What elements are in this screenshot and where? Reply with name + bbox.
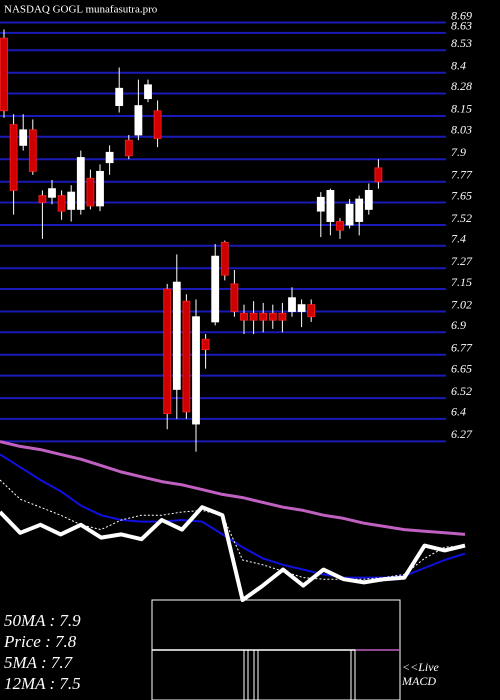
y-tick-label: 7.65: [451, 188, 472, 202]
y-tick-label: 7.4: [451, 232, 466, 246]
candle-body: [288, 297, 296, 312]
candle-body: [124, 139, 133, 157]
y-tick-label: 6.4: [451, 405, 466, 419]
stat: 5MA : 7.7: [4, 653, 74, 672]
y-tick-label: 8.28: [451, 79, 472, 93]
candle-body: [326, 189, 335, 222]
candle-body: [336, 221, 344, 231]
chart-title: NASDAQ GOGL munafasutra.pro: [4, 4, 158, 16]
y-tick-label: 7.52: [451, 211, 472, 225]
y-tick-label: 7.77: [451, 167, 473, 181]
candle-body: [76, 157, 85, 210]
candle-body: [163, 288, 172, 415]
y-tick-label: 7.27: [451, 254, 473, 268]
candle-body: [172, 281, 181, 390]
candle-body: [19, 129, 28, 146]
candle-body: [182, 300, 191, 413]
candle-body: [364, 189, 373, 210]
macd-label: <<Live: [402, 660, 440, 674]
y-tick-label: 7.15: [451, 275, 472, 289]
candle-body: [278, 312, 287, 321]
candle-body: [230, 283, 239, 312]
macd-box: [151, 599, 401, 700]
indicator-line: [0, 440, 466, 536]
y-tick-label: 6.77: [451, 341, 473, 355]
candle-body: [38, 195, 47, 203]
y-tick-label: 8.4: [451, 58, 466, 72]
y-tick-label: 7.02: [451, 297, 472, 311]
indicator-line: [0, 505, 466, 602]
y-tick-label: 6.9: [451, 318, 466, 332]
y-tick-label: 8.63: [451, 19, 472, 33]
macd-label: MACD: [401, 674, 436, 688]
candle-body: [144, 84, 152, 100]
candle-body: [249, 312, 258, 321]
candle-body: [96, 170, 104, 207]
stat: Price : 7.8: [3, 632, 77, 651]
candle-body: [134, 105, 143, 136]
y-tick-label: 8.15: [451, 102, 472, 116]
y-tick-label: 8.53: [451, 36, 472, 50]
candle-body: [48, 188, 56, 198]
candle-body: [297, 304, 306, 312]
candle-body: [67, 191, 76, 210]
candle-body: [0, 37, 8, 112]
candle-body: [86, 177, 95, 207]
candle-body: [9, 124, 18, 191]
candle-body: [201, 338, 210, 351]
candle-body: [259, 312, 268, 321]
candle-body: [355, 198, 364, 222]
y-tick-label: 6.52: [451, 384, 472, 398]
stat: 12MA : 7.5: [4, 674, 81, 693]
candle-body: [153, 110, 162, 139]
candle-body: [57, 195, 66, 212]
candle-body: [268, 312, 277, 321]
candle-body: [192, 316, 200, 425]
y-tick-label: 6.65: [451, 361, 472, 375]
candle-body: [220, 241, 229, 276]
candle-body: [316, 196, 325, 212]
candle-body: [307, 304, 316, 318]
candle-body: [345, 203, 354, 226]
stat: 50MA : 7.9: [4, 611, 81, 630]
candle-body: [374, 167, 383, 183]
candle-body: [28, 129, 37, 172]
y-tick-label: 8.69: [451, 8, 472, 22]
candle-body: [105, 151, 114, 164]
candle-body: [115, 87, 124, 106]
candle-body: [211, 255, 220, 323]
y-tick-label: 6.27: [451, 427, 473, 441]
y-tick-label: 8.03: [451, 122, 472, 136]
y-tick-label: 7.9: [451, 145, 466, 159]
candle-body: [240, 312, 248, 321]
